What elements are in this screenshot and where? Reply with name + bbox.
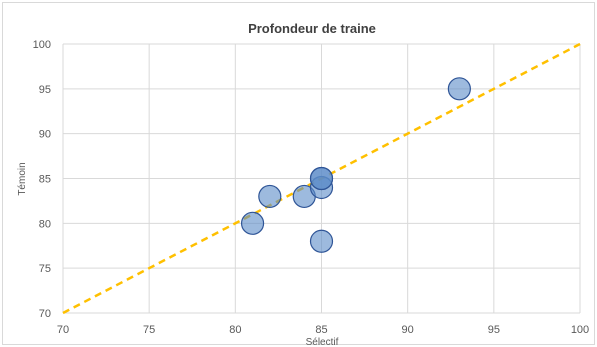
data-point <box>258 184 282 209</box>
x-tick-label: 80 <box>229 324 241 336</box>
y-axis-label: Témoin <box>17 162 28 195</box>
y-tick-label: 70 <box>39 308 51 320</box>
y-tick-label: 100 <box>33 39 51 51</box>
x-tick-label: 100 <box>571 324 589 336</box>
x-tick-label: 70 <box>57 324 69 336</box>
data-point <box>309 229 334 253</box>
y-tick-labels: 70 75 80 85 90 95 100 <box>33 39 51 320</box>
y-tick-label: 90 <box>39 129 51 141</box>
y-tick-label: 80 <box>39 218 51 230</box>
x-tick-label: 75 <box>143 324 155 336</box>
x-tick-labels: 70 75 80 85 90 95 100 <box>57 324 589 336</box>
x-tick-label: 95 <box>488 324 500 336</box>
data-points <box>240 77 471 253</box>
data-point <box>240 211 265 235</box>
y-tick-label: 75 <box>39 263 51 275</box>
y-tick-label: 95 <box>39 84 51 96</box>
chart-title: Profondeur de traine <box>248 21 376 36</box>
data-point <box>447 77 471 101</box>
data-point <box>309 166 334 191</box>
x-axis-label: Sélectif <box>306 337 339 347</box>
y-tick-label: 85 <box>39 174 51 186</box>
x-tick-label: 90 <box>402 324 414 336</box>
x-tick-label: 85 <box>315 324 327 336</box>
